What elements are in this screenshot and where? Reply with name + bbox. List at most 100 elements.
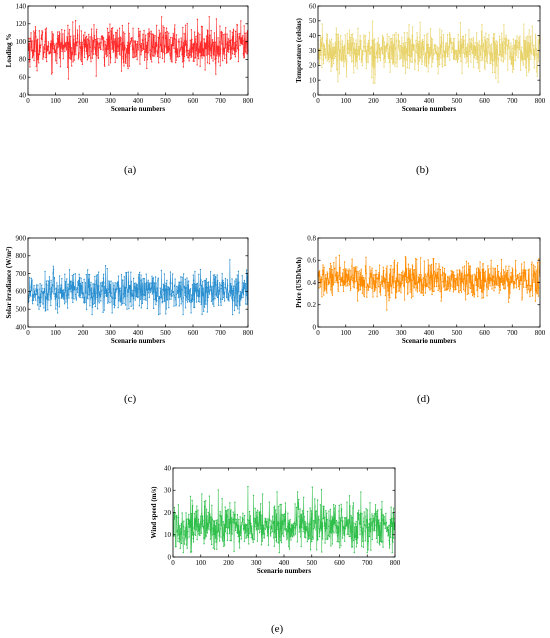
data-point (216, 55, 218, 57)
x-tick-label: 800 (390, 559, 401, 567)
data-point (506, 44, 508, 46)
data-point (289, 520, 291, 523)
data-point (99, 46, 101, 48)
data-point (510, 56, 513, 58)
data-point (498, 35, 501, 37)
data-point (385, 512, 387, 515)
data-point (412, 49, 414, 51)
data-point (131, 40, 133, 42)
data-point (147, 39, 150, 42)
data-point (51, 71, 53, 74)
data-point (78, 295, 80, 297)
data-point (428, 264, 430, 266)
data-point (360, 61, 362, 63)
data-point (384, 527, 386, 529)
data-point (422, 292, 424, 294)
data-point (496, 276, 498, 278)
data-point (220, 536, 222, 538)
data-point (251, 538, 253, 540)
data-point (44, 28, 46, 30)
data-point (460, 38, 462, 40)
data-point (156, 50, 158, 52)
data-point (413, 45, 415, 47)
data-point (33, 59, 35, 62)
data-point (60, 42, 63, 45)
data-point (151, 61, 153, 63)
data-point (215, 531, 217, 533)
data-point (463, 39, 465, 41)
data-point (77, 58, 79, 60)
data-point (295, 522, 297, 525)
data-point (112, 51, 114, 53)
data-point (187, 526, 189, 528)
data-point (520, 279, 522, 281)
data-point (504, 58, 506, 60)
data-point (237, 48, 239, 50)
data-point (294, 503, 296, 505)
data-point (229, 539, 231, 542)
data-point (456, 60, 458, 62)
data-point (320, 54, 322, 56)
y-tick-label: 0.8 (307, 234, 316, 242)
data-point (483, 50, 485, 52)
data-point (131, 48, 134, 50)
data-point (505, 34, 507, 36)
data-point (331, 38, 333, 40)
data-point (142, 294, 144, 296)
data-point (403, 273, 405, 275)
data-point (154, 288, 156, 290)
data-point (253, 520, 255, 522)
data-point (506, 277, 508, 279)
data-point (412, 295, 414, 297)
data-point (53, 48, 55, 50)
data-point (67, 66, 69, 68)
data-point (360, 40, 362, 42)
data-point (117, 281, 119, 283)
data-point (471, 275, 473, 277)
data-point (357, 270, 359, 273)
data-point (480, 54, 482, 56)
data-point (131, 293, 134, 295)
data-point (233, 300, 235, 302)
data-point (70, 288, 72, 290)
data-point (345, 524, 347, 526)
data-point (489, 53, 491, 55)
data-point (468, 265, 471, 267)
data-point (124, 295, 126, 298)
data-point (241, 297, 243, 299)
data-point (346, 524, 349, 526)
data-point (283, 527, 285, 530)
data-point (387, 55, 389, 57)
data-point (58, 296, 60, 299)
data-point (148, 282, 150, 284)
data-point (88, 285, 90, 287)
data-point (136, 50, 138, 52)
data-point (343, 282, 345, 284)
data-point (452, 43, 454, 45)
data-point (200, 41, 202, 43)
data-point (365, 256, 367, 259)
data-point (232, 519, 234, 521)
data-point (463, 275, 465, 277)
data-point (182, 526, 185, 528)
data-point (44, 310, 46, 312)
data-point (172, 45, 174, 47)
data-point (258, 532, 261, 534)
data-point (301, 510, 303, 512)
data-point (353, 551, 355, 554)
x-tick-label: 400 (279, 559, 290, 567)
data-point (341, 516, 343, 519)
data-point (89, 36, 91, 38)
data-point (41, 33, 43, 35)
data-point (200, 284, 203, 287)
data-point (205, 35, 208, 37)
data-point (535, 36, 537, 38)
data-point (430, 28, 432, 30)
data-point (438, 63, 441, 66)
data-point (66, 278, 68, 280)
data-point (198, 525, 200, 527)
data-point (324, 57, 327, 60)
data-point (60, 297, 62, 299)
data-point (76, 37, 78, 40)
data-point (228, 44, 230, 47)
